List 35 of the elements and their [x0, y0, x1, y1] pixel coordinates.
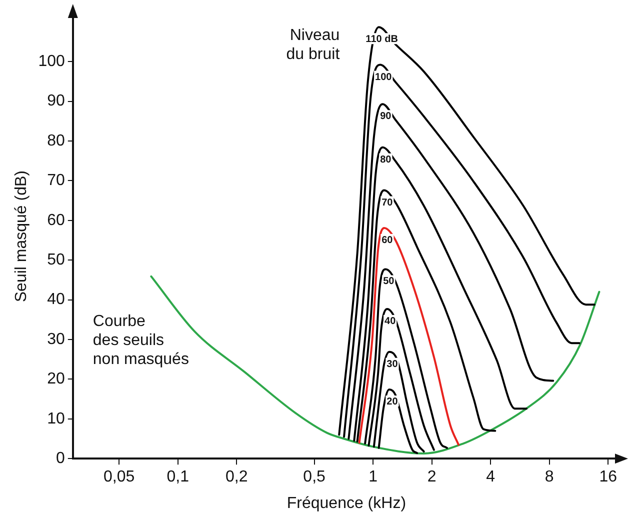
y-tick-label: 40	[47, 291, 65, 308]
x-tick-label: 0,2	[225, 468, 248, 486]
y-axis-title: Seuil masqué (dB)	[13, 170, 30, 302]
series-label: 110 dB	[366, 34, 398, 46]
x-tick-label: 1	[368, 468, 378, 486]
x-tick-label: 8	[544, 468, 554, 486]
series-label: 100	[375, 72, 392, 83]
x-tick-label: 0,05	[104, 468, 135, 486]
series-label: 30	[386, 358, 398, 370]
x-tick-label: 2	[427, 468, 436, 486]
x-tick-label: 0,5	[303, 468, 326, 486]
y-tick-label: 50	[47, 252, 65, 269]
y-tick-label: 60	[47, 212, 65, 229]
line-series	[378, 388, 418, 454]
annotation: Courbe des seuils non masqués	[92, 312, 189, 369]
annotation: Niveau du bruit	[286, 26, 340, 64]
series-label: 50	[383, 276, 395, 288]
y-tick-label: 70	[47, 172, 65, 190]
y-tick-label: 10	[47, 410, 65, 428]
series-label: 40	[384, 316, 396, 327]
y-tick-label: 20	[47, 370, 65, 388]
y-tick-label: 0	[56, 450, 65, 468]
y-tick-label: 100	[38, 53, 65, 70]
series-label: 20	[386, 396, 398, 408]
x-tick-label: 0,1	[166, 468, 190, 486]
x-tick-label: 4	[486, 468, 496, 486]
x-axis-title: Fréquence (kHz)	[286, 494, 406, 512]
series-label: 80	[380, 154, 392, 166]
y-tick-label: 90	[47, 92, 65, 110]
y-tick-label: 30	[47, 330, 65, 348]
series-label: 90	[380, 111, 392, 122]
x-tick-label: 16	[599, 468, 618, 486]
y-tick-label: 80	[47, 132, 65, 150]
series-label: 70	[382, 197, 394, 208]
series-label: 60	[382, 234, 394, 246]
